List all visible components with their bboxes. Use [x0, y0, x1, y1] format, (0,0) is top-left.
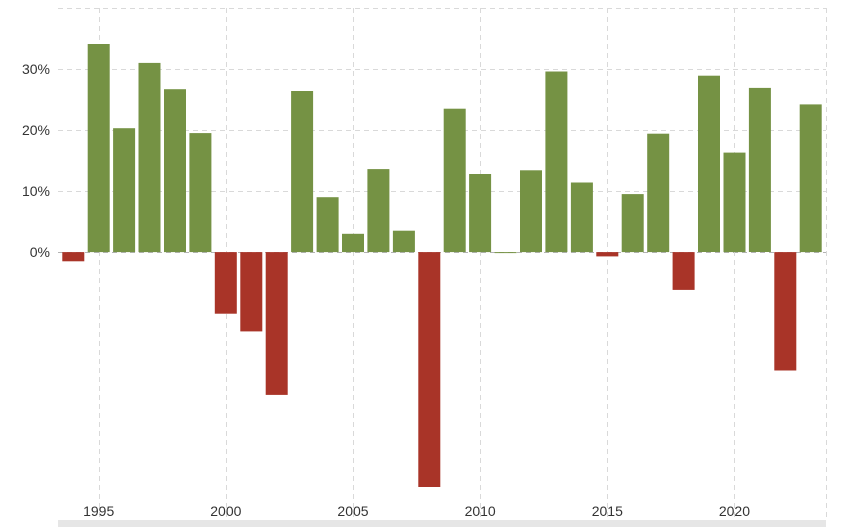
bar-2017[interactable] — [647, 133, 670, 253]
bar-2001[interactable] — [240, 252, 263, 332]
bar-2021[interactable] — [748, 87, 771, 253]
x-tick-label: 2010 — [465, 503, 496, 519]
bar-2015[interactable] — [596, 252, 619, 257]
bar-2012[interactable] — [520, 170, 542, 253]
bar-2006[interactable] — [367, 169, 390, 253]
bar-2010[interactable] — [469, 174, 492, 253]
bars-layer — [62, 44, 822, 487]
bottom-scroll-strip — [58, 520, 826, 527]
bar-2019[interactable] — [698, 75, 720, 252]
bar-2005[interactable] — [342, 233, 364, 253]
x-tick-label: 2015 — [592, 503, 623, 519]
bar-2008[interactable] — [418, 252, 441, 487]
y-tick-label: 20% — [22, 122, 50, 138]
bar-2003[interactable] — [291, 91, 314, 253]
y-tick-label: 30% — [22, 61, 50, 77]
x-tick-label: 2020 — [719, 503, 750, 519]
bar-2022[interactable] — [774, 252, 797, 371]
bar-2020[interactable] — [723, 152, 746, 253]
y-tick-label: 10% — [22, 183, 50, 199]
bar-2014[interactable] — [570, 182, 593, 253]
bar-2000[interactable] — [214, 252, 237, 314]
bar-1994[interactable] — [62, 252, 85, 262]
x-tick-label: 1995 — [83, 503, 114, 519]
bar-1995[interactable] — [87, 44, 110, 253]
bar-2013[interactable] — [545, 71, 568, 253]
bar-2009[interactable] — [443, 108, 466, 253]
bar-2023[interactable] — [799, 104, 822, 253]
x-tick-label: 2000 — [210, 503, 241, 519]
bar-2002[interactable] — [265, 252, 288, 395]
bar-2004[interactable] — [316, 197, 339, 253]
bar-1996[interactable] — [113, 128, 136, 253]
bar-2011[interactable] — [494, 252, 517, 254]
bar-2007[interactable] — [392, 230, 415, 253]
bar-1997[interactable] — [138, 62, 161, 253]
x-tick-label: 2005 — [337, 503, 368, 519]
bar-2016[interactable] — [621, 194, 644, 253]
bar-1999[interactable] — [189, 133, 212, 253]
bar-1998[interactable] — [164, 89, 186, 253]
y-tick-label: 0% — [30, 244, 50, 260]
tick-labels-layer: 0% 10% 20% 30% 1995 2000 2005 2010 2015 2020 — [22, 61, 750, 519]
bar-2018[interactable] — [672, 252, 695, 290]
